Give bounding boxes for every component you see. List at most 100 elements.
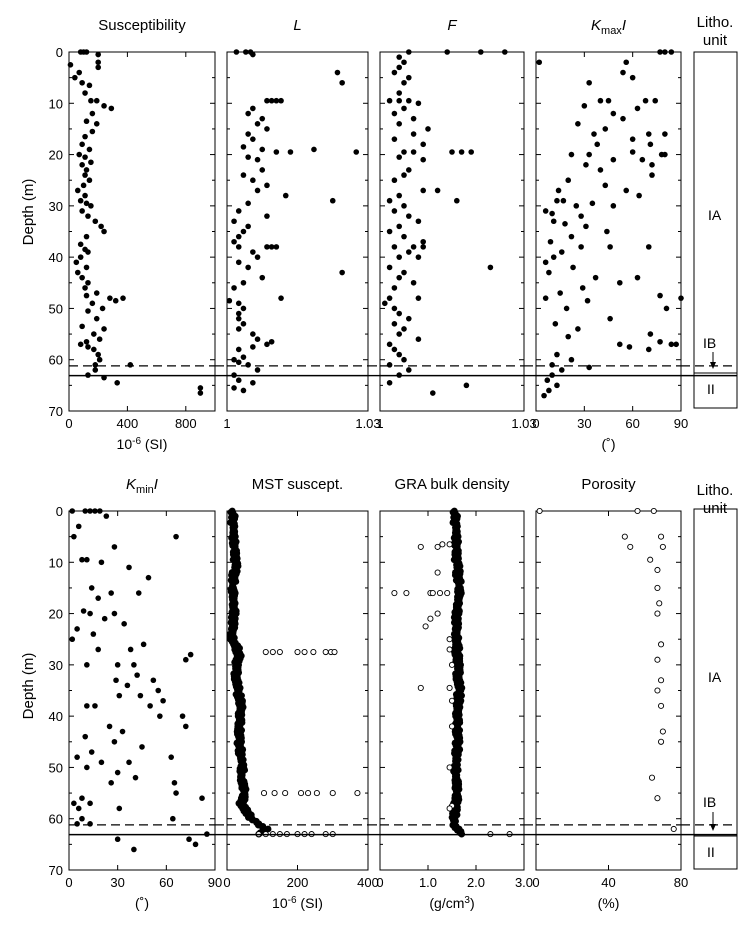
data-point [85,344,91,350]
x-tick-label: 1.0 [419,875,437,890]
data-point-open [446,541,453,548]
data-point [85,308,91,314]
data-point [157,713,163,719]
data-point [82,154,88,160]
data-point [396,331,403,337]
litho-column-box [693,51,738,409]
data-point [334,69,341,76]
data-point [114,662,121,668]
data-point [654,795,661,802]
data-point [264,341,270,348]
data-point [282,192,289,199]
data-point [610,110,617,117]
chart-title: GRA bulk density [394,476,510,493]
data-point [83,292,90,299]
chart-title: MST suscept. [252,476,343,493]
data-point-open [434,610,441,617]
x-tick-label: 0 [65,416,72,431]
data-point [563,305,570,312]
data-point [87,800,93,807]
data-point [75,805,82,812]
data-point [259,115,266,122]
depth-tick-label: 40 [49,250,63,265]
data-point [97,508,103,514]
data-point [95,646,101,653]
data-point-open [301,648,308,656]
data-point [95,351,101,358]
data-point [235,377,242,384]
data-point [629,149,636,155]
data-point [83,49,90,55]
data-point [401,172,407,178]
plot-frame [226,51,369,412]
data-point [607,315,613,322]
depth-tick-label: 30 [49,199,63,214]
data-point [79,795,85,801]
data-point [415,336,422,343]
data-point [645,244,652,250]
data-point [259,146,266,153]
data-point [74,626,80,632]
data-point [386,97,393,104]
data-point [542,259,549,266]
data-point [127,646,134,653]
data-point [410,131,417,137]
data-point [586,79,592,86]
data-point [549,210,555,217]
data-point [235,208,242,214]
data-point-open [417,684,424,691]
data-point [235,300,242,307]
data-point [86,177,93,184]
data-point [396,64,403,71]
data-point [101,615,108,622]
data-point [83,264,90,271]
data-point-open [448,723,456,730]
data-point [401,326,407,332]
data-point [187,651,194,658]
data-point [82,508,89,514]
x-tick-label: 1.03 [355,416,380,431]
data-point [79,815,85,822]
data-point [565,333,572,340]
x-tick-label: 30 [110,875,124,890]
data-point [155,687,162,694]
data-point [80,608,87,614]
data-point [72,74,78,81]
data-point-open [446,636,453,643]
data-point [192,841,199,848]
data-point [386,228,393,235]
data-point [245,223,251,230]
data-point [410,279,417,286]
data-point [449,149,455,155]
data-point [401,203,407,209]
data-point-open [427,615,434,622]
data-point [126,564,132,571]
data-point [555,187,562,194]
data-point [111,610,118,617]
depth-tick-label: 30 [49,658,63,673]
data-point [250,249,256,255]
data-point [604,228,610,235]
data-point [573,203,580,209]
data-point [114,836,121,843]
data-point [92,367,99,373]
data-point [79,274,85,281]
data-point [235,244,242,250]
data-point-open [271,790,278,797]
data-point [654,566,661,574]
data-point [425,126,431,132]
data-point [71,533,77,540]
x-tick-label: 30 [577,416,591,431]
data-point [245,200,251,207]
data-point [120,295,126,301]
data-point [80,182,87,189]
data-point [658,641,665,648]
data-point [558,249,565,255]
data-point [589,200,596,207]
data-point-open [282,790,289,797]
data-point-open [310,648,317,656]
data-point [536,59,543,66]
